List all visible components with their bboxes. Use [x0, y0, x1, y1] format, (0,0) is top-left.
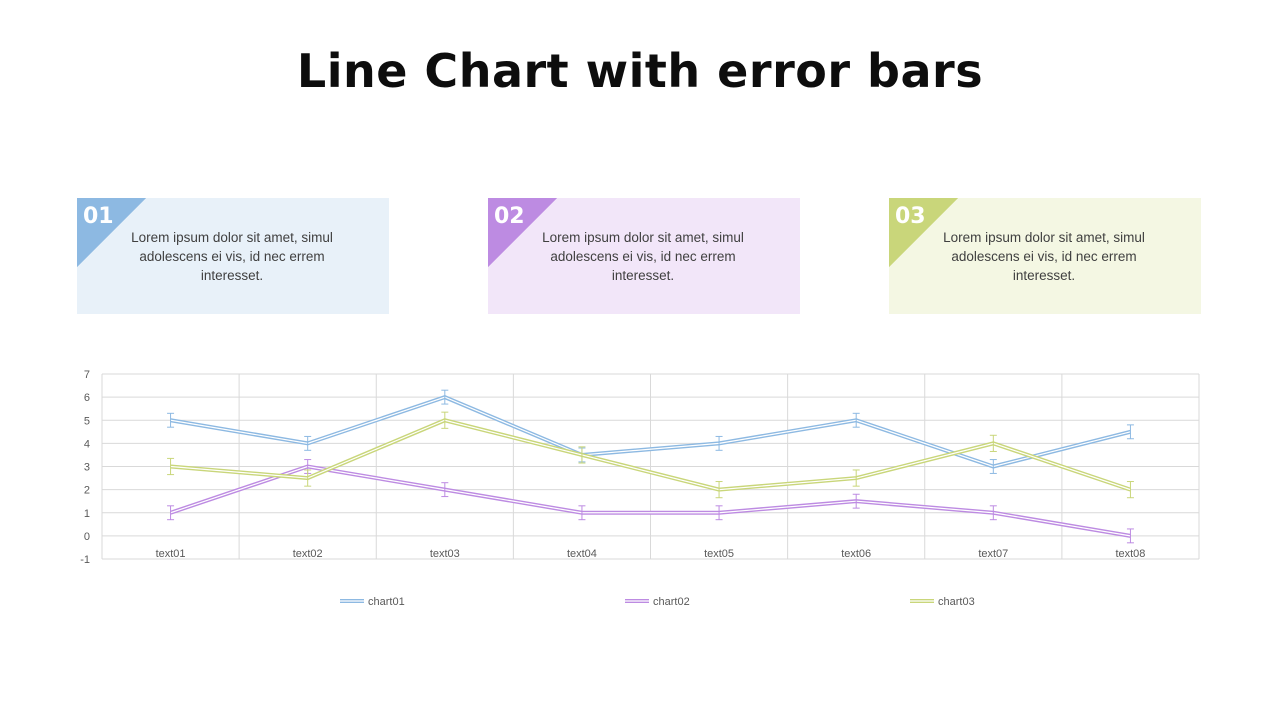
series-chart03 [167, 411, 1134, 499]
x-tick-label: text07 [978, 548, 1008, 560]
x-tick-label: text05 [704, 548, 734, 560]
y-tick-label: 7 [84, 369, 90, 381]
x-tick-label: text03 [430, 548, 460, 560]
card-number: 03 [895, 204, 926, 229]
x-tick-label: text08 [1115, 548, 1145, 560]
card-text: Lorem ipsum dolor sit amet, simul adoles… [943, 230, 1145, 283]
legend-item-chart02: chart02 [625, 596, 690, 608]
info-card-03: 03 Lorem ipsum dolor sit amet, simul adol… [889, 198, 1201, 314]
y-tick-label: 5 [84, 415, 90, 427]
info-card-01: 01 Lorem ipsum dolor sit amet, simul adol… [77, 198, 389, 314]
y-tick-label: 0 [84, 531, 90, 543]
legend-label: chart02 [653, 596, 690, 608]
legend-label: chart01 [368, 596, 405, 608]
x-tick-label: text01 [156, 548, 186, 560]
page-title: Line Chart with error bars [296, 44, 984, 98]
x-tick-label: text02 [293, 548, 323, 560]
y-tick-label: -1 [80, 554, 90, 566]
y-tick-label: 4 [84, 438, 90, 450]
y-tick-label: 2 [84, 485, 90, 497]
y-tick-label: 3 [84, 462, 90, 474]
card-text: Lorem ipsum dolor sit amet, simul adoles… [542, 230, 744, 283]
legend-item-chart01: chart01 [340, 596, 405, 608]
card-number: 02 [494, 204, 525, 229]
x-tick-label: text04 [567, 548, 597, 560]
card-number: 01 [83, 204, 114, 229]
legend-label: chart03 [938, 596, 975, 608]
y-tick-label: 1 [84, 508, 90, 520]
card-text: Lorem ipsum dolor sit amet, simul adoles… [131, 230, 333, 283]
x-tick-label: text06 [841, 548, 871, 560]
info-card-02: 02 Lorem ipsum dolor sit amet, simul adol… [488, 198, 800, 314]
legend-item-chart03: chart03 [910, 596, 975, 608]
y-tick-label: 6 [84, 392, 90, 404]
